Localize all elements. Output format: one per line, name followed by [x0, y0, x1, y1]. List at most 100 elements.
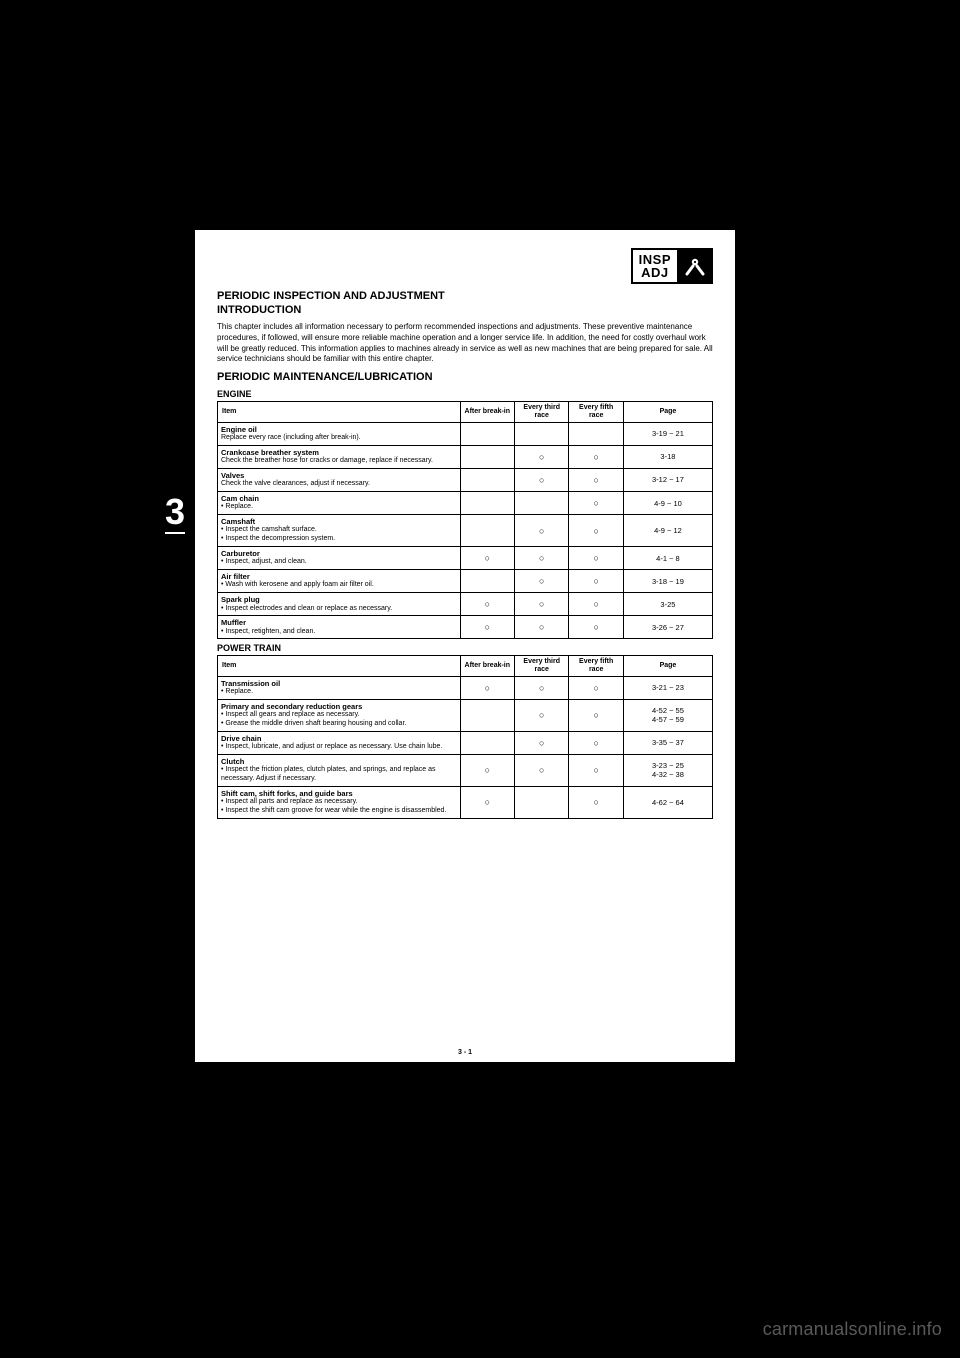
item-cell: Carburetor• Inspect, adjust, and clean. [218, 546, 461, 569]
chapter-number: 3 [165, 494, 185, 534]
table-row: Shift cam, shift forks, and guide bars• … [218, 786, 713, 818]
table-row: Transmission oil• Replace.○○○3-21 ~ 23 [218, 676, 713, 699]
item-label: Spark plug [221, 595, 457, 604]
wrench-icon [679, 250, 711, 282]
chapter-tab: 3 [123, 486, 195, 542]
th-item: Item [218, 402, 461, 422]
th-after-breakin: After break-in [460, 402, 514, 422]
item-sub: • Inspect all parts and replace as neces… [221, 798, 457, 816]
th-every-fifth: Every fifth race [569, 402, 623, 422]
item-cell: Spark plug• Inspect electrodes and clean… [218, 593, 461, 616]
badge-text: INSP ADJ [633, 250, 679, 282]
item-label: Drive chain [221, 734, 457, 743]
item-sub: • Inspect the friction plates, clutch pl… [221, 766, 457, 784]
check-cell [460, 731, 514, 754]
check-cell [515, 491, 569, 514]
power-heading: POWER TRAIN [217, 643, 713, 653]
th-after-breakin: After break-in [460, 656, 514, 676]
th-page: Page [623, 656, 712, 676]
th-every-third: Every third race [515, 402, 569, 422]
th-every-third: Every third race [515, 656, 569, 676]
check-cell: ○ [460, 546, 514, 569]
item-label: Camshaft [221, 517, 457, 526]
page-cell: 3-35 ~ 37 [623, 731, 712, 754]
item-label: Clutch [221, 757, 457, 766]
check-cell: ○ [515, 616, 569, 639]
item-cell: Camshaft• Inspect the camshaft surface. … [218, 515, 461, 547]
badge-line2: ADJ [639, 266, 671, 279]
check-cell [515, 422, 569, 445]
check-cell: ○ [569, 491, 623, 514]
table-header-row: Item After break-in Every third race Eve… [218, 656, 713, 676]
page-cell: 3-26 ~ 27 [623, 616, 712, 639]
check-cell: ○ [569, 731, 623, 754]
section-badge: INSP ADJ [631, 248, 713, 284]
page-cell: 3-25 [623, 593, 712, 616]
page-number: 3 - 1 [458, 1049, 472, 1056]
table-row: ValvesCheck the valve clearances, adjust… [218, 468, 713, 491]
check-cell [460, 570, 514, 593]
check-cell [460, 445, 514, 468]
check-cell [460, 515, 514, 547]
item-sub: • Inspect, retighten, and clean. [221, 628, 457, 637]
check-cell: ○ [515, 468, 569, 491]
item-label: Transmission oil [221, 679, 457, 688]
check-cell: ○ [515, 515, 569, 547]
check-cell: ○ [569, 570, 623, 593]
item-label: Valves [221, 471, 457, 480]
check-cell: ○ [569, 754, 623, 786]
power-table: Item After break-in Every third race Eve… [217, 655, 713, 818]
check-cell: ○ [569, 515, 623, 547]
item-sub: Replace every race (including after brea… [221, 434, 457, 443]
check-cell: ○ [460, 754, 514, 786]
item-sub: • Inspect the camshaft surface. • Inspec… [221, 526, 457, 544]
check-cell: ○ [515, 699, 569, 731]
intro-text: This chapter includes all information ne… [217, 322, 713, 365]
table-row: Primary and secondary reduction gears• I… [218, 699, 713, 731]
check-cell [460, 699, 514, 731]
table-row: Clutch• Inspect the friction plates, clu… [218, 754, 713, 786]
table-row: Air filter• Wash with kerosene and apply… [218, 570, 713, 593]
schedule-heading: PERIODIC MAINTENANCE/LUBRICATION [217, 371, 713, 383]
item-cell: Primary and secondary reduction gears• I… [218, 699, 461, 731]
table-row: Crankcase breather systemCheck the breat… [218, 445, 713, 468]
page-cell: 4-52 ~ 55 4-57 ~ 59 [623, 699, 712, 731]
item-cell: Air filter• Wash with kerosene and apply… [218, 570, 461, 593]
check-cell: ○ [515, 570, 569, 593]
page-cell: 4-9 ~ 10 [623, 491, 712, 514]
th-every-fifth: Every fifth race [569, 656, 623, 676]
check-cell: ○ [460, 616, 514, 639]
check-cell: ○ [569, 616, 623, 639]
item-sub: • Inspect, lubricate, and adjust or repl… [221, 743, 457, 752]
table-row: Carburetor• Inspect, adjust, and clean.○… [218, 546, 713, 569]
table-row: Cam chain• Replace. ○4-9 ~ 10 [218, 491, 713, 514]
check-cell: ○ [569, 593, 623, 616]
check-cell: ○ [515, 754, 569, 786]
check-cell: ○ [515, 445, 569, 468]
item-cell: Cam chain• Replace. [218, 491, 461, 514]
check-cell: ○ [515, 593, 569, 616]
check-cell [569, 422, 623, 445]
check-cell: ○ [515, 731, 569, 754]
page-cell: 3-19 ~ 21 [623, 422, 712, 445]
check-cell [460, 422, 514, 445]
item-label: Muffler [221, 618, 457, 627]
table-row: Camshaft• Inspect the camshaft surface. … [218, 515, 713, 547]
check-cell: ○ [515, 546, 569, 569]
item-label: Shift cam, shift forks, and guide bars [221, 789, 457, 798]
item-label: Primary and secondary reduction gears [221, 702, 457, 711]
section-title: PERIODIC INSPECTION AND ADJUSTMENT [217, 290, 713, 302]
item-cell: Shift cam, shift forks, and guide bars• … [218, 786, 461, 818]
page-cell: 3-18 ~ 19 [623, 570, 712, 593]
page-cell: 4-1 ~ 8 [623, 546, 712, 569]
item-cell: Crankcase breather systemCheck the breat… [218, 445, 461, 468]
page-cell: 4-62 ~ 64 [623, 786, 712, 818]
engine-table: Item After break-in Every third race Eve… [217, 401, 713, 639]
item-sub: • Inspect electrodes and clean or replac… [221, 605, 457, 614]
page-cell: 3-23 ~ 25 4-32 ~ 38 [623, 754, 712, 786]
table-row: Spark plug• Inspect electrodes and clean… [218, 593, 713, 616]
check-cell [460, 468, 514, 491]
check-cell: ○ [569, 546, 623, 569]
item-cell: Engine oilReplace every race (including … [218, 422, 461, 445]
item-sub: • Replace. [221, 688, 457, 697]
